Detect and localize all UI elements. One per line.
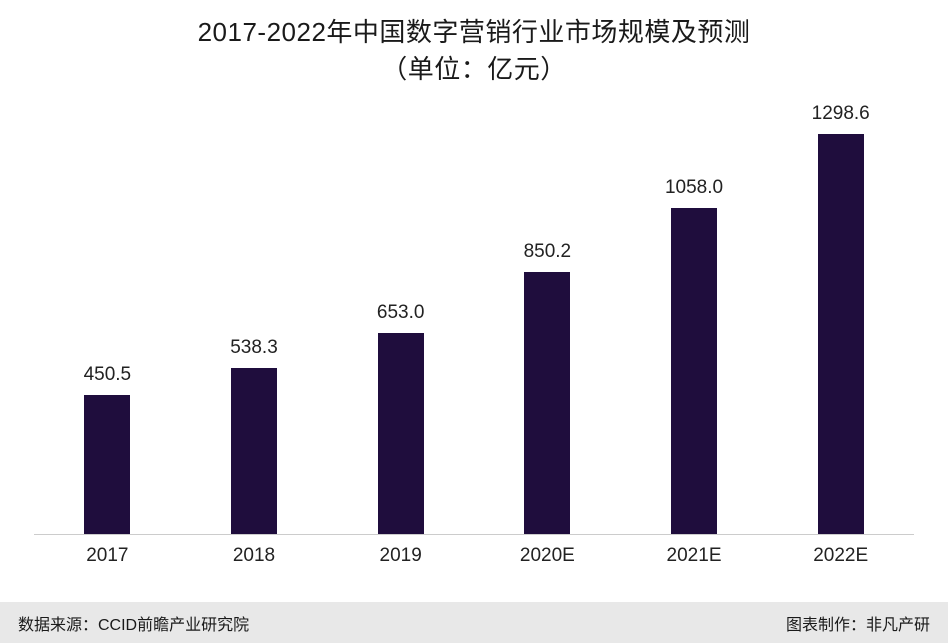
bar (231, 368, 277, 534)
x-axis-labels: 2017 2018 2019 2020E 2021E 2022E (34, 535, 914, 567)
footer-bar: 数据来源：CCID前瞻产业研究院 图表制作：非凡产研 (0, 602, 948, 643)
data-source-text: 数据来源：CCID前瞻产业研究院 (18, 616, 250, 634)
bar-value-label: 653.0 (376, 301, 425, 323)
bar (671, 207, 718, 534)
bar-column: 653.0 (327, 302, 474, 534)
x-axis-label: 2019 (379, 544, 422, 566)
bar (524, 271, 571, 534)
bar-value-label: 450.5 (83, 364, 132, 386)
bar-column: 850.2 (474, 241, 621, 534)
bar (84, 395, 131, 534)
chart-title-line2: （单位：亿元） (381, 53, 567, 84)
bar-column: 1058.0 (621, 177, 768, 534)
chart-title: 2017-2022年中国数字营销行业市场规模及预测 （单位：亿元） (0, 14, 948, 88)
bar-chart-plot-area: 450.5 538.3 653.0 850.2 1058.0 1298.6 (34, 103, 914, 535)
bar (817, 133, 864, 534)
x-axis-label: 2022E (813, 544, 869, 566)
x-axis-label: 2018 (232, 544, 276, 566)
x-axis-label: 2020E (519, 544, 575, 566)
bar-value-label: 850.2 (523, 240, 572, 262)
bar (377, 332, 424, 534)
bar-value-label: 1298.6 (811, 102, 870, 124)
x-axis-label: 2021E (666, 544, 722, 566)
bar-column: 1298.6 (767, 103, 914, 534)
x-axis-label: 2017 (86, 544, 129, 566)
bar-value-label: 538.3 (230, 337, 278, 359)
chart-credit-text: 图表制作：非凡产研 (785, 616, 930, 634)
bar-column: 450.5 (34, 364, 181, 534)
bar-value-label: 1058.0 (664, 176, 724, 198)
chart-title-line1: 2017-2022年中国数字营销行业市场规模及预测 (197, 17, 751, 47)
bar-column: 538.3 (181, 337, 328, 534)
